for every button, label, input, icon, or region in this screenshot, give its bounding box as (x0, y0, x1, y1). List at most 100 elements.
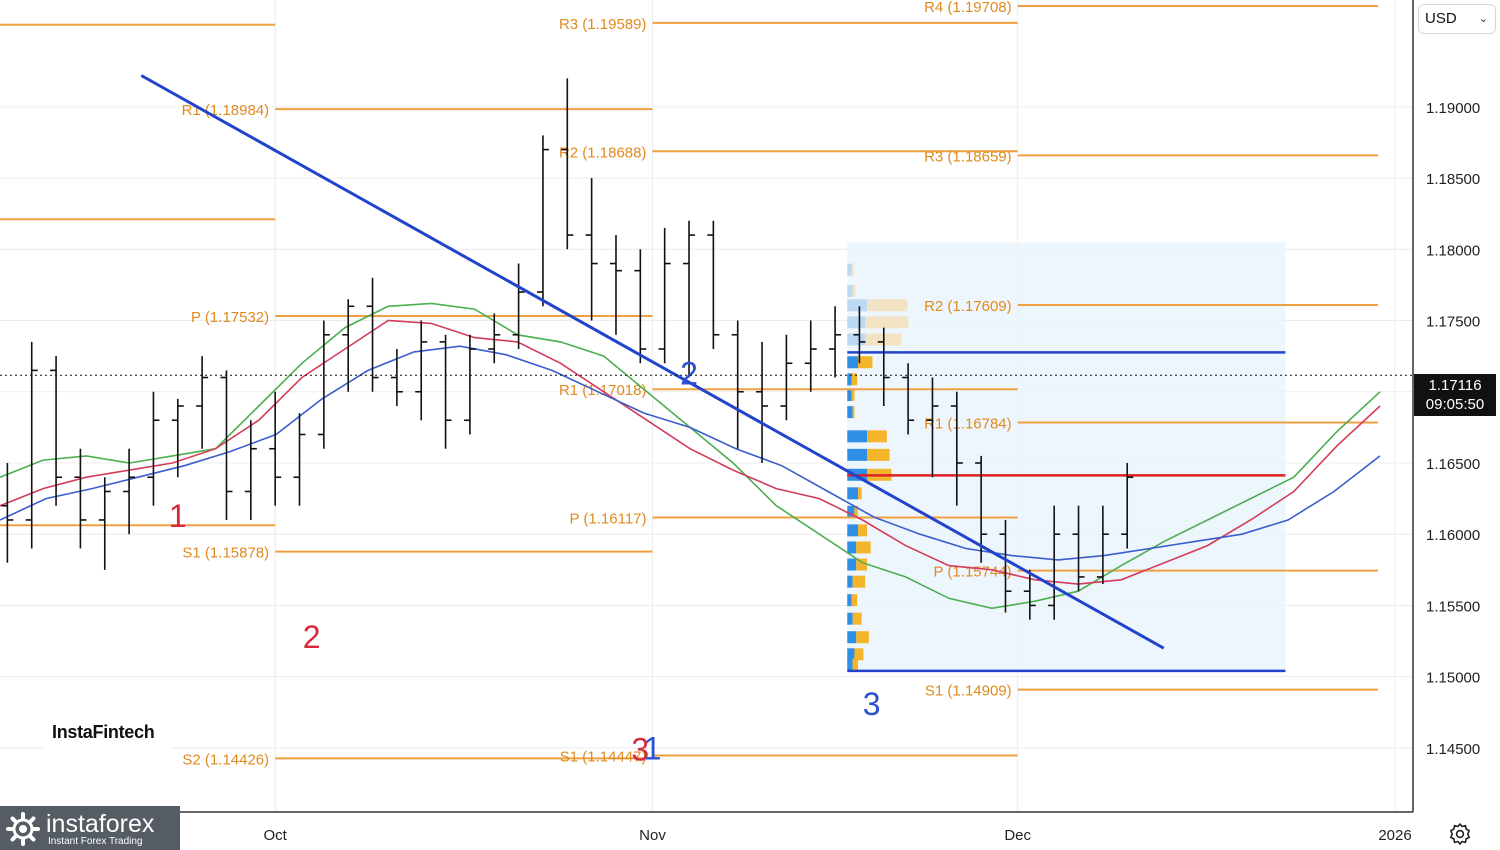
brand-name: instaforex (46, 810, 155, 838)
volume-row-buy (847, 658, 853, 671)
volume-row-buy (847, 631, 857, 644)
ohlc-bar (804, 320, 817, 392)
pivot-label: S2 (1.14426) (182, 751, 269, 768)
axes: 1.145001.150001.155001.160001.165001.170… (0, 0, 1480, 844)
ohlc-bar (366, 277, 379, 392)
wave-label: 3 (631, 732, 649, 768)
volume-row-buy (847, 373, 852, 386)
ohlc-bar (74, 448, 87, 549)
y-tick-label: 1.15500 (1426, 598, 1480, 615)
volume-row-buy (847, 285, 853, 298)
volume-row-buy (847, 430, 868, 443)
volume-row-sell (851, 373, 858, 386)
last-price-value: 1.17116 (1428, 377, 1482, 394)
ohlc-bar (756, 341, 769, 463)
pivot-label: S1 (1.15878) (182, 545, 269, 562)
volume-row-buy (847, 487, 859, 500)
volume-row-sell (851, 594, 858, 607)
currency-selector[interactable]: USD ⌄ (1418, 4, 1496, 34)
gear-icon[interactable] (1448, 822, 1472, 846)
ohlc-bar (512, 263, 525, 350)
pivot-label: S1 (1.14909) (925, 683, 1012, 700)
volume-row-sell (856, 558, 868, 571)
ohlc-bar (244, 420, 257, 520)
pivot-levels: R2 (1.19576)R1 (1.18211)P (1.16063)R1 (1… (0, 0, 1378, 768)
volume-row-sell (852, 658, 859, 671)
ohlc-bar (536, 135, 549, 307)
y-tick-label: 1.19000 (1426, 100, 1480, 117)
volume-row-sell (854, 505, 859, 518)
y-tick-label: 1.15000 (1426, 670, 1480, 687)
wave-label: 1 (644, 730, 662, 766)
wave-label: 2 (680, 356, 698, 392)
watermark-text: InstaFintech (52, 722, 155, 742)
volume-row-buy (847, 558, 857, 571)
y-tick-label: 1.17500 (1426, 314, 1480, 331)
pivot-label: P (1.15744) (934, 564, 1012, 581)
ohlc-bar (1121, 462, 1134, 549)
ohlc-bar (293, 413, 306, 506)
pivot-label: R3 (1.18659) (924, 148, 1012, 165)
ohlc-bar (731, 320, 744, 449)
volume-row-sell (858, 524, 868, 537)
x-tick-label: Oct (263, 827, 287, 844)
volume-row-buy (847, 648, 855, 661)
ohlc-bar (317, 320, 330, 449)
pivot-label: R1 (1.16784) (924, 416, 1012, 433)
volume-row-sell (858, 487, 862, 500)
volume-profile-area (847, 242, 1286, 673)
ohlc-bar (196, 356, 209, 449)
volume-row-buy (847, 356, 859, 369)
ohlc-bar (415, 320, 428, 421)
volume-row-buy (847, 575, 853, 588)
volume-row-sell (858, 356, 873, 369)
ohlc-bars (1, 78, 1134, 620)
volume-row-sell (867, 430, 887, 443)
ohlc-bar (829, 306, 842, 378)
brand-tagline: Instant Forex Trading (48, 836, 143, 847)
ohlc-bar (926, 377, 939, 478)
ohlc-bar (1023, 569, 1036, 620)
instaforex-logo-icon (6, 812, 40, 846)
ohlc-bar (390, 349, 403, 406)
wave-label: 2 (303, 619, 321, 655)
volume-row-sell (851, 263, 854, 276)
pivot-label: R1 (1.18984) (182, 102, 270, 119)
pivot-label: P (1.16117) (570, 511, 647, 528)
ohlc-bar (269, 391, 282, 506)
volume-row-buy (847, 389, 852, 402)
ohlc-bar (1, 462, 14, 563)
trendline[interactable] (140, 74, 1165, 650)
volume-row-sell (852, 575, 866, 588)
volume-row-buy (847, 263, 852, 276)
chevron-down-icon: ⌄ (1478, 13, 1488, 25)
bar-countdown: 09:05:50 (1425, 396, 1485, 413)
y-tick-label: 1.16000 (1426, 527, 1480, 544)
pivot-label: R2 (1.17609) (924, 298, 1012, 315)
ohlc-bar (780, 334, 793, 421)
volume-row-sell (867, 299, 908, 312)
volume-row-buy (847, 299, 868, 312)
ohlc-bar (707, 220, 720, 350)
pivot-label: S1 (1.14447) (560, 748, 647, 765)
volume-row-sell (856, 541, 871, 554)
y-tick-label: 1.14500 (1426, 741, 1480, 758)
x-tick-label: 2026 (1378, 827, 1411, 844)
ohlc-bar (585, 178, 598, 321)
ohlc-bar (123, 448, 136, 535)
last-price-tag: 1.17116 09:05:50 (1414, 374, 1496, 416)
descending-trendline (140, 74, 1165, 650)
moving-average-line (0, 345, 1381, 561)
ohlc-bar (1048, 505, 1061, 620)
volume-profile (847, 242, 1286, 673)
ohlc-bar (902, 363, 915, 435)
moving-averages (0, 302, 1381, 610)
volume-row-buy (847, 524, 859, 537)
volume-row-buy (847, 406, 853, 419)
ohlc-bar (1072, 505, 1085, 592)
pivot-label: P (1.17532) (191, 309, 269, 326)
x-tick-label: Dec (1004, 827, 1031, 844)
ohlc-bar (877, 327, 890, 406)
